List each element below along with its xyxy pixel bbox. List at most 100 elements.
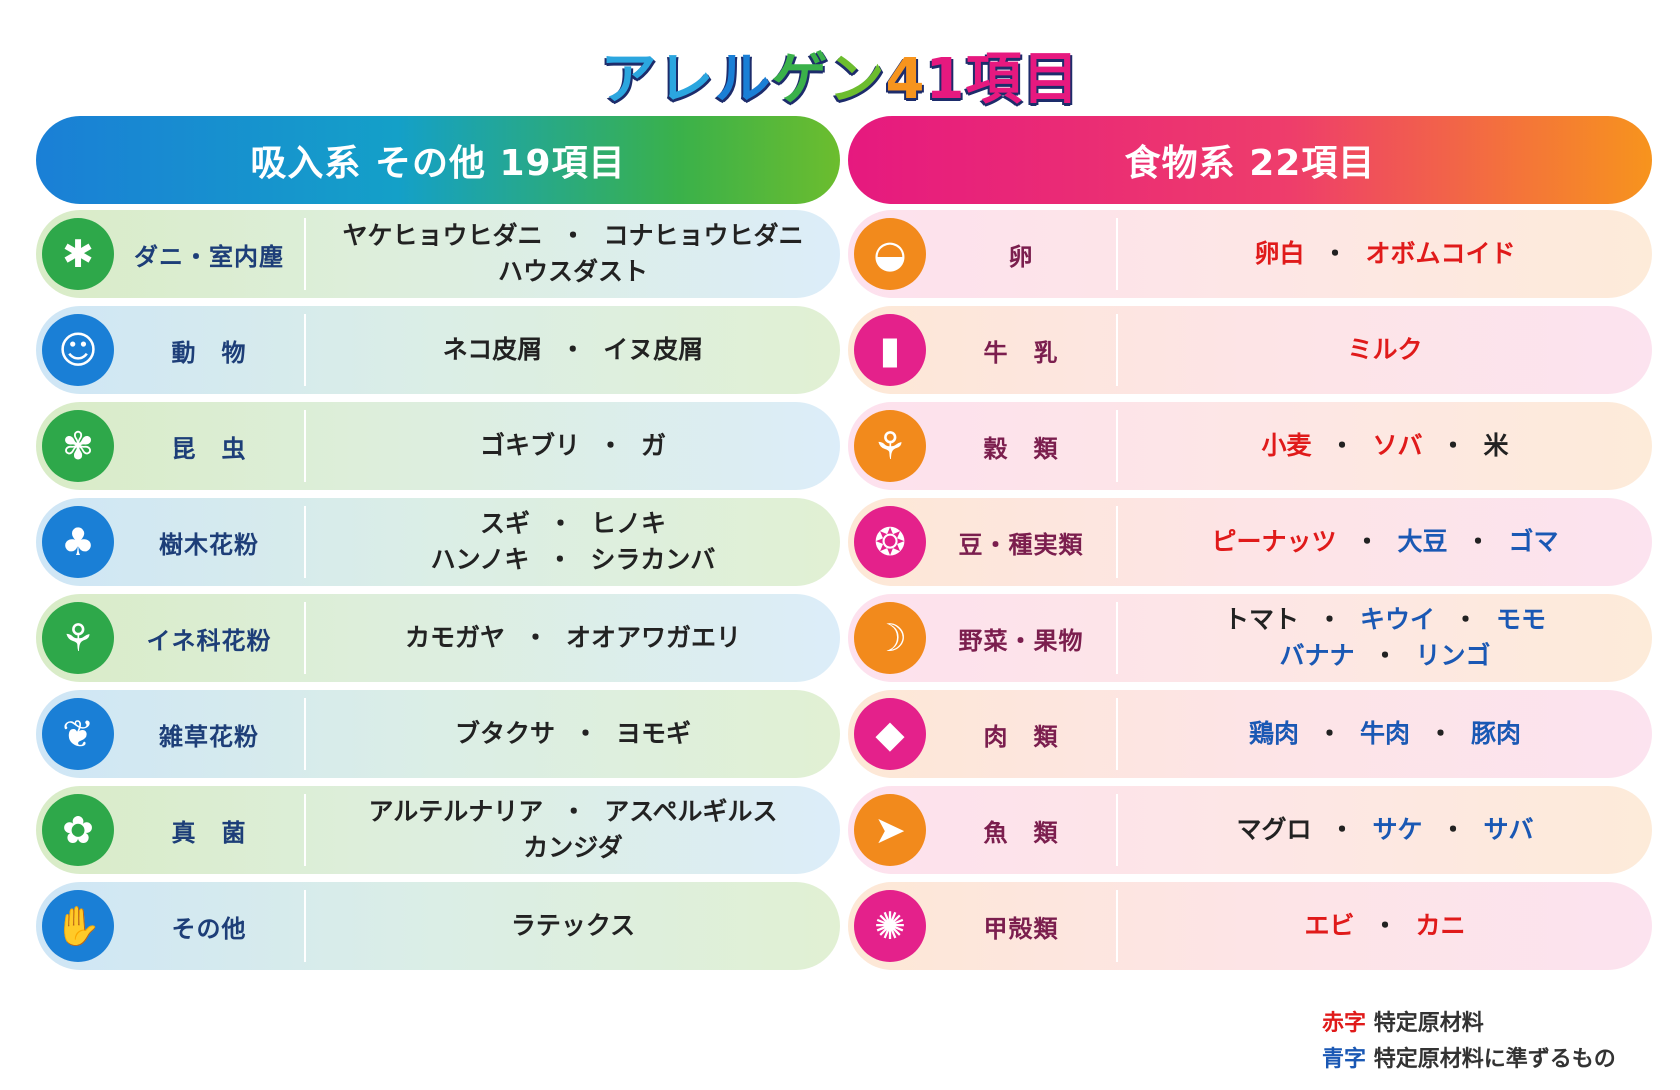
allergen-item: リンゴ [1415,641,1491,670]
separator-dot: ・ [1465,527,1491,556]
separator-dot: ・ [597,431,623,460]
allergen-row: ✿ 真 菌 アルテルナリア・アスペルギルス カンジダ [36,786,840,874]
items-line: スギ・ヒノキ [318,506,828,542]
allergen-item: ソバ [1372,431,1423,460]
separator-dot: ・ [547,509,573,538]
separator-dot: ・ [522,623,548,652]
allergen-row: ▮ 牛 乳 ミルク [848,306,1652,394]
allergen-row: ☺ 動 物 ネコ皮屑・イヌ皮屑 [36,306,840,394]
page-title: アレルゲン41項目 [0,34,1680,115]
crab-icon: ✺ [854,890,926,962]
allergen-item: ゴマ [1508,527,1559,556]
title-char: 目 [1021,46,1080,113]
title-char: 1 [925,46,966,113]
items-line: アルテルナリア・アスペルギルス [318,794,828,830]
separator-dot: ・ [1329,431,1355,460]
items-line: 小麦・ソバ・米 [1130,428,1640,464]
allergen-item: シラカンバ [590,545,716,574]
allergen-items: 小麦・ソバ・米 [1118,428,1652,464]
category-label: イネ科花粉 [146,626,272,655]
food-rows: ◒ 卵卵白・オボムコイド ▮ 牛 乳ミルク ⚘ 穀 類小麦・ソバ・米 ❂ 豆・種実類 ピーナッツ… [848,210,1652,970]
allergen-row: ✺ 甲殻類 エビ・カニ [848,882,1652,970]
allergen-items: ゴキブリ・ガ [306,428,840,464]
row-divider [304,794,306,866]
separator-dot: ・ [1453,605,1479,634]
allergen-item: 卵白 [1254,239,1305,268]
allergen-row: ❂ 豆・種実類 ピーナッツ・大豆・ゴマ [848,498,1652,586]
allergen-item: ヒノキ [591,509,667,538]
legend-blue-text: 特定原材料に準ずるもの [1373,1047,1616,1072]
allergen-row: ◒ 卵 卵白・オボムコイド [848,210,1652,298]
cat-icon: ☺ [42,314,114,386]
food-column: 食物系 22項目 ◒ 卵卵白・オボムコイド ▮ 牛 乳ミルク ⚘ 穀 類小麦・ソバ・米 ❂ 豆… [848,116,1652,978]
category-label: 牛 乳 [983,338,1059,367]
allergen-item: ハンノキ [430,545,530,574]
items-line: トマト・キウイ・モモ [1130,602,1640,638]
items-line: ネコ皮屑・イヌ皮屑 [318,332,828,368]
separator-dot: ・ [1354,527,1380,556]
allergen-row: ❦ 雑草花粉 ブタクサ・ヨモギ [36,690,840,778]
items-line: ミルク [1130,332,1640,368]
separator-dot: ・ [1372,641,1398,670]
fish-icon: ➤ [854,794,926,866]
inhalant-rows: ✱ ダニ・室内塵 ヤケヒョウヒダニ・コナヒョウヒダニ ハウスダスト ☺ 動 物ネコ皮屑・イ… [36,210,840,970]
allergen-items: ブタクサ・ヨモギ [306,716,840,752]
allergen-item: コナヒョウヒダニ [603,221,804,250]
allergen-item: ブタクサ [454,719,555,748]
separator-dot: ・ [1329,815,1355,844]
legend-red-key: 赤字 [1322,1011,1367,1036]
items-line: マグロ・サケ・サバ [1130,812,1640,848]
color-legend: 赤字 特定原材料 青字 特定原材料に準ずるもの [1322,1006,1616,1078]
category-label: 肉 類 [983,722,1059,751]
title-char: レ [657,46,715,113]
title-char: 項 [964,46,1023,113]
allergen-item: 鶏肉 [1248,719,1299,748]
allergen-item: アルテルナリア [368,797,544,826]
items-line: 鶏肉・牛肉・豚肉 [1130,716,1640,752]
title-char: ル [714,46,772,113]
allergen-items: アルテルナリア・アスペルギルス カンジダ [306,794,840,866]
allergen-row: ☽ 野菜・果物 トマト・キウイ・モモ バナナ・リンゴ [848,594,1652,682]
allergen-item: ガ [641,431,667,460]
items-line: バナナ・リンゴ [1130,638,1640,674]
separator-dot: ・ [1316,605,1342,634]
row-divider [304,314,306,386]
allergen-item: 小麦 [1261,431,1312,460]
bean-icon: ❂ [854,506,926,578]
items-line: カモガヤ・オオアワガエリ [318,620,828,656]
allergen-item: モモ [1496,605,1547,634]
allergen-item: サケ [1372,815,1423,844]
category-label: 豆・種実類 [958,530,1084,559]
separator-dot: ・ [560,335,586,364]
allergen-item: 大豆 [1397,527,1448,556]
banana-icon: ☽ [854,602,926,674]
allergen-item: カニ [1415,911,1466,940]
legend-blue: 青字 特定原材料に準ずるもの [1322,1042,1616,1078]
wheat-icon: ⚘ [854,410,926,482]
row-divider [1116,410,1118,482]
allergen-items: ラテックス [306,908,840,944]
allergen-items: ヤケヒョウヒダニ・コナヒョウヒダニ ハウスダスト [306,218,840,290]
allergen-row: ✱ ダニ・室内塵 ヤケヒョウヒダニ・コナヒョウヒダニ ハウスダスト [36,210,840,298]
allergen-item: ハウスダスト [497,257,648,286]
allergen-item: エビ [1304,911,1355,940]
items-line: ブタクサ・ヨモギ [318,716,828,752]
legend-blue-key: 青字 [1322,1047,1367,1072]
separator-dot: ・ [561,797,587,826]
inhalant-header: 吸入系 その他 19項目 [36,116,840,204]
allergen-item: ラテックス [510,911,636,940]
allergen-item: 牛肉 [1359,719,1410,748]
row-divider [1116,506,1118,578]
allergen-item: ヨモギ [616,719,692,748]
separator-dot: ・ [1316,719,1342,748]
allergen-items: ミルク [1118,332,1652,368]
food-header: 食物系 22項目 [848,116,1652,204]
glove-icon: ✋ [42,890,114,962]
allergen-item: ゴキブリ [479,431,580,460]
moth-icon: ✾ [42,410,114,482]
separator-dot: ・ [1440,431,1466,460]
category-label: 穀 類 [983,434,1059,463]
legend-red-text: 特定原材料 [1373,1011,1484,1036]
separator-dot: ・ [1322,239,1348,268]
allergen-item: ミルク [1347,335,1423,364]
